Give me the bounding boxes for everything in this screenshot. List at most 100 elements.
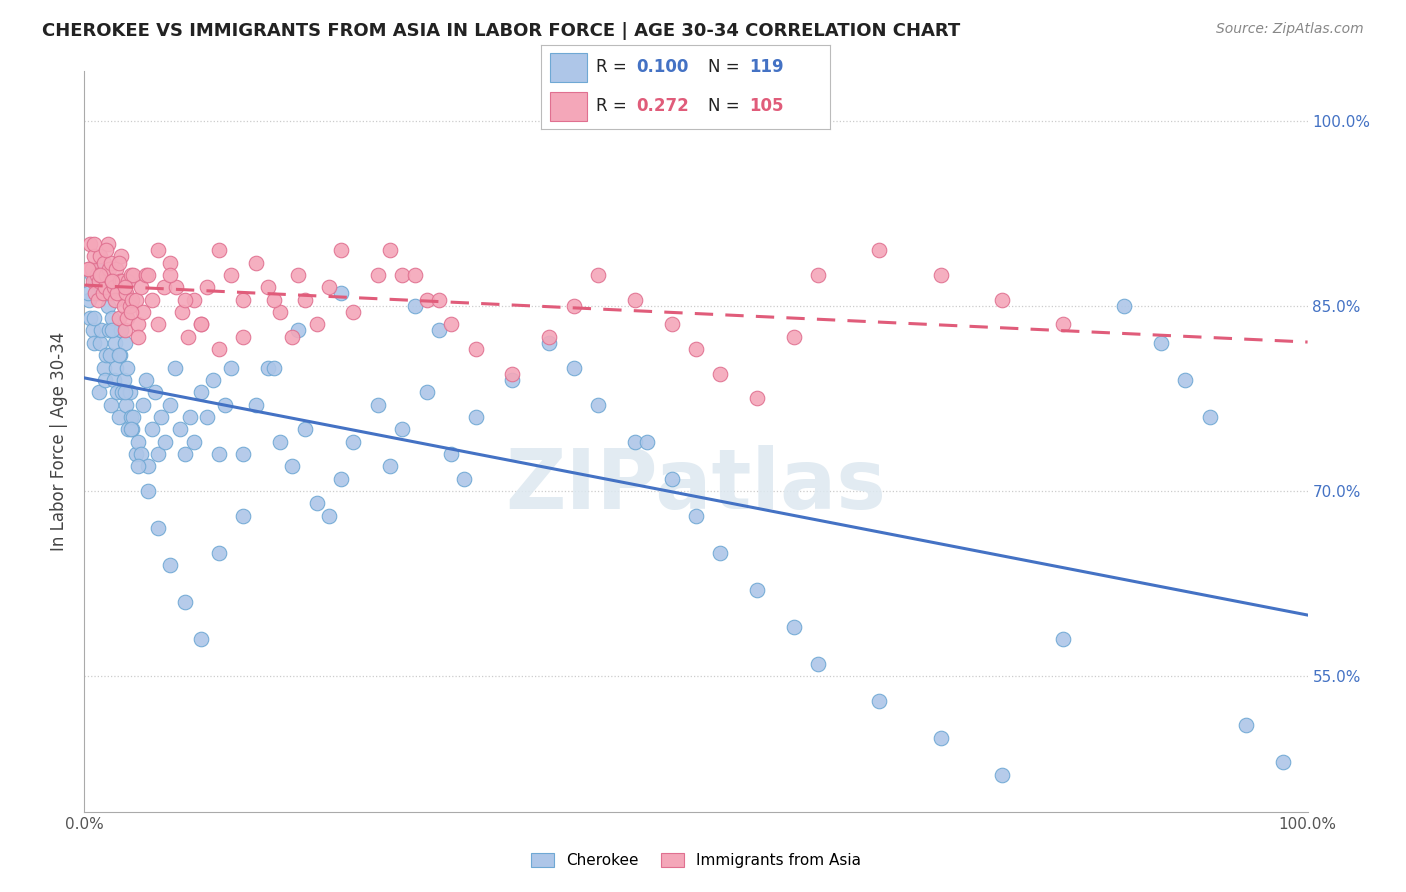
Point [404, 299, 426, 313]
Point [163, 360, 186, 375]
Point [146, 318, 169, 332]
Point [136, 268, 159, 282]
Point [103, 373, 125, 387]
Point [97, 261, 120, 276]
Point [100, 398, 122, 412]
Point [263, 293, 285, 307]
Point [141, 293, 163, 307]
Point [208, 342, 231, 356]
Text: 0.272: 0.272 [637, 97, 689, 115]
Point [111, 385, 134, 400]
Point [538, 329, 561, 343]
Point [112, 299, 135, 313]
Point [586, 398, 609, 412]
Point [502, 367, 524, 381]
Point [80, 268, 103, 282]
Point [84, 286, 107, 301]
Y-axis label: In Labor Force | Age 30-34: In Labor Force | Age 30-34 [51, 332, 69, 551]
Point [464, 342, 486, 356]
Point [190, 385, 212, 400]
Point [807, 657, 830, 671]
Point [105, 286, 128, 301]
Point [190, 318, 212, 332]
Point [929, 268, 952, 282]
Point [77, 286, 100, 301]
Text: R =: R = [596, 59, 633, 77]
Point [108, 348, 131, 362]
Point [330, 472, 353, 486]
Point [98, 348, 121, 362]
Point [127, 318, 149, 332]
Point [122, 268, 145, 282]
Point [89, 274, 111, 288]
Point [83, 237, 105, 252]
Point [96, 268, 118, 282]
Point [427, 293, 450, 307]
Point [89, 250, 111, 264]
Point [77, 261, 100, 276]
Point [427, 324, 450, 338]
Point [153, 280, 176, 294]
Point [869, 694, 891, 708]
Bar [550, 92, 588, 120]
Point [318, 280, 340, 294]
Point [91, 286, 114, 301]
Point [294, 422, 316, 436]
Point [96, 348, 118, 362]
Point [330, 286, 353, 301]
Point [101, 324, 124, 338]
Point [245, 255, 267, 269]
Legend: Cherokee, Immigrants from Asia: Cherokee, Immigrants from Asia [524, 847, 868, 874]
Point [93, 255, 115, 269]
Point [84, 274, 107, 288]
Point [91, 286, 114, 301]
Point [89, 268, 111, 282]
Point [141, 422, 163, 436]
Point [136, 483, 159, 498]
Point [991, 293, 1014, 307]
Point [87, 293, 110, 307]
Point [232, 447, 254, 461]
Point [101, 311, 124, 326]
Point [120, 305, 142, 319]
Point [165, 280, 187, 294]
Text: 0.100: 0.100 [637, 59, 689, 77]
Point [110, 250, 132, 264]
Point [1114, 299, 1136, 313]
Point [159, 398, 181, 412]
Point [1052, 318, 1074, 332]
Point [89, 335, 111, 350]
Point [538, 335, 561, 350]
Point [120, 409, 142, 424]
Point [330, 244, 353, 258]
Point [121, 293, 143, 307]
Point [103, 280, 125, 294]
Point [367, 268, 389, 282]
Point [135, 373, 157, 387]
Point [107, 255, 129, 269]
Point [257, 360, 280, 375]
Point [404, 268, 426, 282]
Point [150, 409, 173, 424]
Point [127, 434, 149, 449]
Point [991, 768, 1014, 782]
Point [245, 398, 267, 412]
Point [129, 280, 152, 294]
Point [117, 422, 139, 436]
Bar [550, 54, 588, 82]
Point [440, 318, 463, 332]
Point [159, 255, 181, 269]
Point [153, 434, 176, 449]
Point [90, 324, 112, 338]
Text: 105: 105 [749, 97, 783, 115]
Point [87, 385, 110, 400]
Point [86, 268, 108, 282]
Point [132, 305, 155, 319]
Point [136, 459, 159, 474]
Point [173, 293, 195, 307]
Point [115, 286, 138, 301]
Point [232, 329, 254, 343]
Point [219, 268, 242, 282]
Point [1272, 756, 1295, 770]
Point [107, 311, 129, 326]
